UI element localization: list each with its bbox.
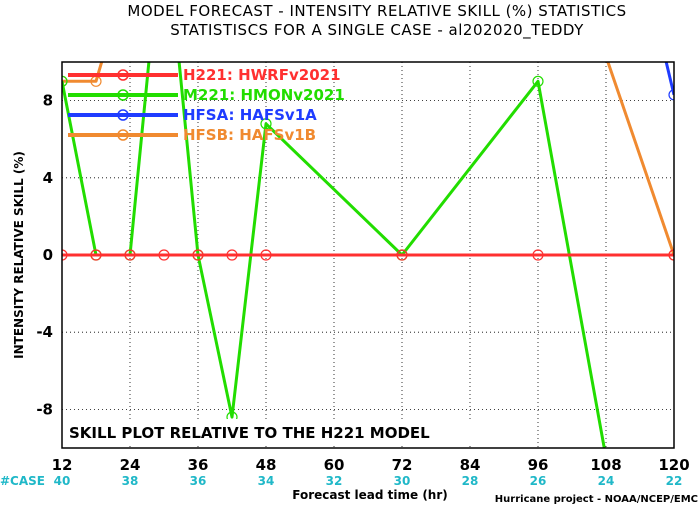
series-layer xyxy=(62,62,674,448)
series-0-point-5 xyxy=(226,249,238,261)
series-1-point-0 xyxy=(62,75,68,87)
x-tick-label-9: 120 xyxy=(658,456,689,474)
x-axis-title: Forecast lead time (hr) xyxy=(292,488,448,502)
legend-label-2: HFSA: HAFSv1A xyxy=(183,106,317,124)
x-tick-label-2: 36 xyxy=(188,456,209,474)
x-tick-label-1: 24 xyxy=(120,456,141,474)
legend-marker-0 xyxy=(117,69,129,81)
x-tick-label-6: 84 xyxy=(460,456,481,474)
case-count-6: 28 xyxy=(462,474,479,488)
legend-label-3: HFSB: HAFSv1B xyxy=(183,126,316,144)
x-tick-label-8: 108 xyxy=(590,456,621,474)
credit-text: Hurricane project - NOAA/NCEP/EMC xyxy=(495,494,698,505)
series-0-point-3 xyxy=(158,249,170,261)
y-axis-title: INTENSITY RELATIVE SKILL (%) xyxy=(12,151,26,359)
case-count-8: 24 xyxy=(598,474,615,488)
x-tick-labels: 12 24 36 48 60 72 84 96 108 120 xyxy=(52,456,690,474)
annotation-box xyxy=(64,419,484,444)
y-tick-labels: -8 -4 0 4 8 xyxy=(36,92,53,419)
chart-title: MODEL FORECAST - INTENSITY RELATIVE SKIL… xyxy=(127,2,626,20)
case-label: #CASE xyxy=(0,474,45,488)
series-2-point-1 xyxy=(668,89,674,101)
legend: H221: HWRFv2021 M221: HMONv2021 HFSA: HAFS… xyxy=(68,66,345,144)
series-0-point-8 xyxy=(532,249,544,261)
legend-marker-2 xyxy=(117,109,129,121)
case-count-7: 26 xyxy=(530,474,547,488)
plot-frame xyxy=(61,61,675,449)
series-1-point-8 xyxy=(532,75,544,87)
series-line-2 xyxy=(664,62,674,96)
case-count-4: 32 xyxy=(326,474,343,488)
series-0-point-6 xyxy=(260,249,272,261)
series-0-point-2 xyxy=(124,249,136,261)
x-tick-label-3: 48 xyxy=(256,456,277,474)
case-count-5: 30 xyxy=(394,474,411,488)
x-tick-label-5: 72 xyxy=(392,456,413,474)
legend-marker-1 xyxy=(117,89,129,101)
series-0-point-4 xyxy=(192,249,204,261)
legend-label-1: M221: HMONv2021 xyxy=(183,86,345,104)
y-tick-label-3: 4 xyxy=(43,169,53,187)
chart-subtitle: STATISTISCS FOR A SINGLE CASE - al202020… xyxy=(170,21,584,40)
y-tick-label-4: 8 xyxy=(43,92,53,110)
legend-label-0: H221: HWRFv2021 xyxy=(183,66,341,84)
case-count-1: 38 xyxy=(122,474,139,488)
y-tick-label-2: 0 xyxy=(43,246,53,264)
case-count-9: 22 xyxy=(666,474,683,488)
series-line-3 xyxy=(62,62,674,256)
y-tick-label-1: -4 xyxy=(36,323,53,341)
x-tick-label-4: 60 xyxy=(324,456,345,474)
series-0-point-7 xyxy=(396,249,408,261)
x-tick-label-0: 12 xyxy=(52,456,73,474)
y-tick-label-0: -8 xyxy=(36,400,53,418)
case-counts: 40 38 36 34 32 30 28 26 24 22 xyxy=(54,474,683,488)
case-count-3: 34 xyxy=(258,474,275,488)
annotation-text: SKILL PLOT RELATIVE TO THE H221 MODEL xyxy=(69,424,430,442)
legend-marker-3 xyxy=(117,129,129,141)
case-count-2: 36 xyxy=(190,474,207,488)
case-count-0: 40 xyxy=(54,474,71,488)
series-0-point-9 xyxy=(668,249,674,261)
x-tick-label-7: 96 xyxy=(528,456,549,474)
series-0-point-0 xyxy=(62,249,68,261)
series-1-point-6 xyxy=(260,118,272,130)
series-0-point-1 xyxy=(90,249,102,261)
